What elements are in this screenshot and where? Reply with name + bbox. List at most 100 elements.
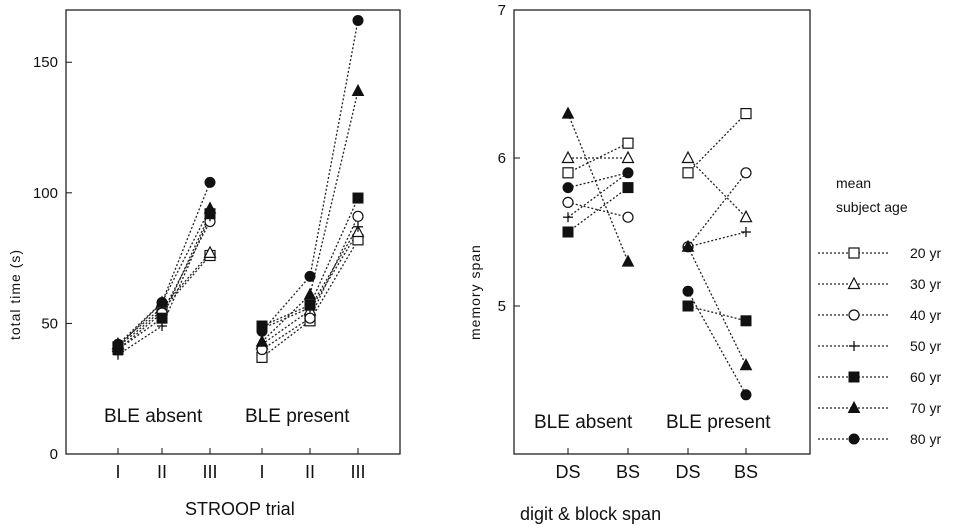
span-plot-frame [513,9,811,455]
left-point-40-yr-present-1 [304,312,316,324]
left-x-tick-label-absent-0: I [115,462,120,482]
right-point-30-yr-present-0 [681,150,695,164]
right-x-tick-label-absent-0: DS [555,462,580,482]
legend-marker-50-yr [849,341,859,351]
legend-label-80-yr: 80 yr [910,431,941,447]
right-point-20-yr-present-0 [682,167,694,179]
span-group-label-present: BLE present [666,412,771,433]
stroop-group-label-present: BLE present [245,406,350,427]
legend-item-30-yr: 30 yr [818,276,941,292]
right-point-60-yr-absent-1 [622,182,634,194]
span-group-label-absent: BLE absent [534,412,633,433]
right-point-20-yr-absent-1 [622,137,634,149]
left-x-tick-label-absent-2: III [202,462,217,482]
legend-item-20-yr: 20 yr [818,245,941,261]
left-series-40-yr-absent-line [117,221,211,351]
left-point-80-yr-absent-2 [204,176,216,188]
left-point-70-yr-present-1 [303,287,317,300]
right-series-60-yr-present-line [687,305,747,322]
right-point-20-yr-present-1 [740,107,752,120]
stroop-x-axis-label: STROOP trial [185,499,295,519]
left-point-70-yr-absent-2 [203,201,217,214]
right-point-80-yr-present-1 [740,389,752,401]
left-point-30-yr-absent-2 [203,245,217,258]
right-y-tick-label-2: 7 [498,2,506,19]
right-series-20-yr-present-line [687,113,747,174]
legend-label-50-yr: 50 yr [910,338,941,354]
left-point-80-yr-absent-1 [156,297,168,309]
right-series-80-yr-present-line [687,290,747,396]
right-series-30-yr-present-line [687,157,747,218]
right-point-40-yr-absent-1 [622,211,634,223]
legend-title-line1: mean [836,175,871,191]
memory-span-panel: digit & block span memory span BLE absen… [467,2,811,524]
right-point-50-yr-absent-0 [563,212,573,223]
legend-item-50-yr: 50 yr [818,338,941,354]
left-point-70-yr-present-2 [351,83,365,96]
stroop-plot-frame [65,9,401,455]
right-series-50-yr-present-line [687,231,747,248]
legend: mean subject age 20 yr 30 yr 40 yr 50 yr 60 … [818,175,941,447]
legend-marker-30-yr [847,276,861,290]
left-y-tick-label-1: 50 [41,315,58,332]
span-x-axis-label: digit & block span [520,504,661,524]
right-point-20-yr-absent-0 [562,167,574,179]
right-point-30-yr-absent-1 [621,150,635,164]
stroop-panel: STROOP trial total time (s) BLE absent B… [7,9,401,519]
left-point-60-yr-present-1 [304,299,316,311]
right-point-40-yr-absent-0 [562,196,574,208]
right-point-70-yr-absent-0 [561,106,575,119]
legend-marker-40-yr [848,309,860,321]
left-point-50-yr-present-2 [353,221,363,232]
left-series-50-yr-absent-line [117,216,211,356]
legend-marker-60-yr [848,371,860,383]
right-point-50-yr-present-1 [741,227,751,237]
left-series-70-yr-absent-line [117,208,211,348]
right-series-70-yr-absent-line [567,113,629,262]
left-series-60-yr-absent-line [117,213,211,351]
legend-item-60-yr: 60 yr [818,369,941,385]
legend-marker-70-yr [847,400,861,413]
right-point-70-yr-present-1 [739,358,753,371]
left-series-30-yr-present-line [261,231,359,345]
right-point-70-yr-present-0 [681,239,695,252]
left-point-70-yr-present-0 [255,334,269,347]
right-point-80-yr-absent-1 [622,167,634,179]
right-point-80-yr-present-0 [682,285,694,297]
left-y-tick-label-2: 100 [33,185,58,202]
right-point-80-yr-absent-0 [562,182,574,194]
right-series-80-yr-absent-line [567,172,629,189]
legend-item-80-yr: 80 yr [818,431,941,447]
left-y-tick-label-0: 0 [50,446,58,463]
right-x-tick-label-absent-1: BS [616,462,640,482]
stroop-group-label-absent: BLE absent [104,406,203,427]
right-series-50-yr-absent-line [567,172,629,218]
left-point-80-yr-present-1 [304,270,316,282]
legend-marker-80-yr [848,433,860,445]
left-point-80-yr-present-0 [256,325,268,337]
right-series-70-yr-present-line [687,246,747,366]
left-x-tick-label-present-0: I [259,462,264,482]
legend-label-30-yr: 30 yr [910,276,941,292]
legend-title-line2: subject age [836,199,908,215]
legend-marker-20-yr [848,247,860,259]
legend-label-70-yr: 70 yr [910,400,941,416]
legend-label-40-yr: 40 yr [910,307,941,323]
stroop-y-axis-label: total time (s) [7,249,23,340]
left-point-40-yr-present-2 [352,210,364,222]
right-series-40-yr-present-line [687,172,747,248]
legend-label-60-yr: 60 yr [910,369,941,385]
legend-label-20-yr: 20 yr [910,245,941,261]
left-x-tick-label-present-1: II [305,462,315,482]
left-series-40-yr-present-line [261,216,359,351]
left-y-tick-label-3: 150 [33,54,58,71]
right-point-60-yr-present-1 [740,315,752,327]
right-point-40-yr-present-1 [740,167,752,179]
legend-item-70-yr: 70 yr [818,400,941,416]
left-x-tick-label-present-2: III [350,462,365,482]
span-y-axis-label: memory span [467,244,483,340]
left-point-80-yr-present-2 [352,14,364,26]
legend-item-40-yr: 40 yr [818,307,941,323]
left-point-60-yr-absent-1 [156,312,168,324]
